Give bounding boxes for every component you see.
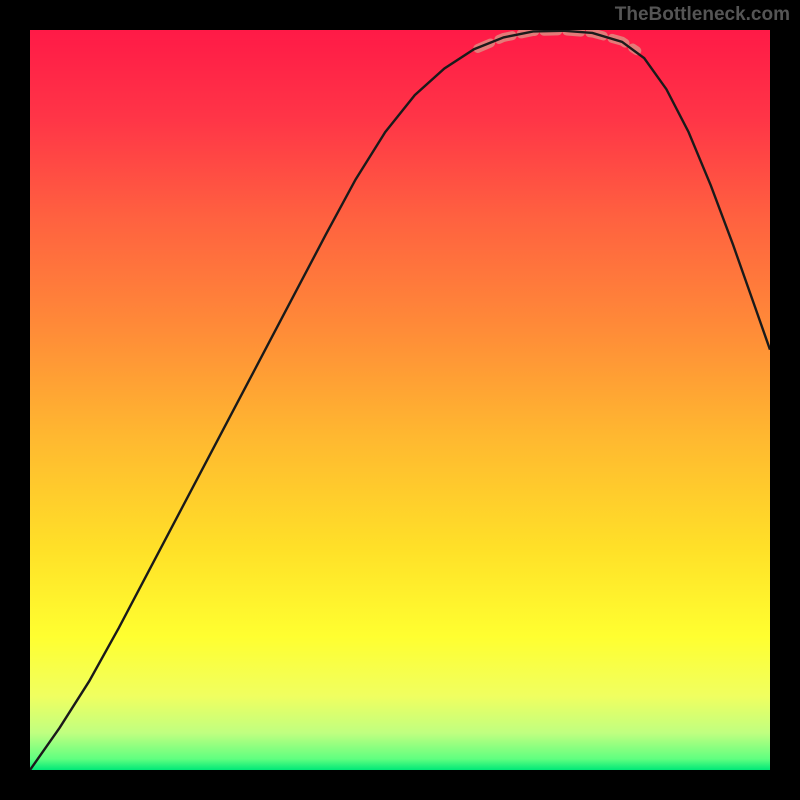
- watermark-text: TheBottleneck.com: [615, 4, 790, 26]
- curve-layer: [30, 30, 770, 770]
- chart-plot-area: [30, 30, 770, 770]
- bottleneck-curve: [30, 31, 770, 770]
- highlight-segment: [478, 31, 637, 51]
